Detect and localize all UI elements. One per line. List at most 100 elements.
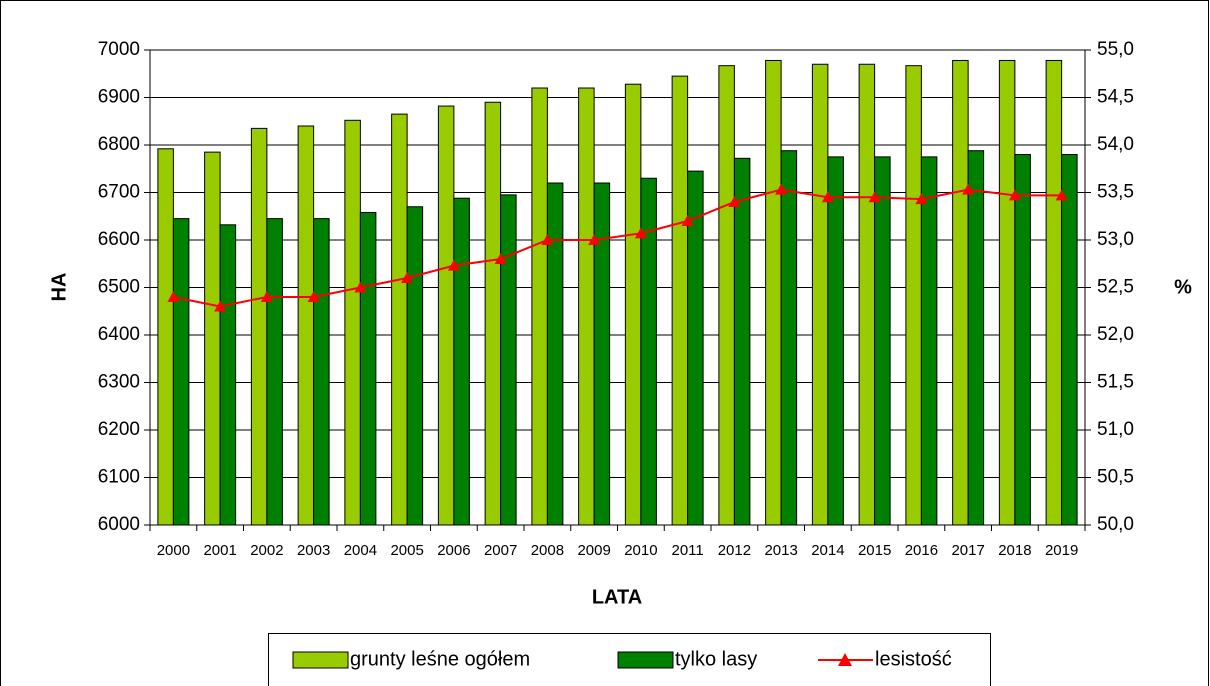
x-tick-label: 2007 (484, 542, 517, 559)
bar (531, 87, 548, 526)
bar (453, 197, 470, 526)
x-tick-label: 2015 (858, 542, 891, 559)
line-marker (588, 234, 601, 245)
bar (858, 63, 876, 526)
y-tick-label: 6900 (98, 87, 140, 108)
legend-swatch (292, 651, 349, 669)
x-tick-label: 2011 (671, 542, 703, 559)
y2-tick-label: 50,5 (1097, 467, 1134, 488)
line-marker (167, 291, 180, 302)
bar (172, 218, 190, 526)
bar (733, 157, 751, 526)
bar (297, 125, 315, 526)
y-tick-label: 6000 (98, 514, 140, 535)
legend-swatch (617, 651, 674, 669)
y-tick-label: 6800 (98, 134, 140, 155)
line-marker (541, 234, 554, 245)
line-marker (728, 196, 741, 207)
bar (250, 127, 268, 526)
bar (952, 59, 969, 526)
line-marker (401, 272, 414, 283)
x-tick-label: 2018 (998, 542, 1031, 559)
x-tick-label: 2009 (577, 542, 610, 559)
y-tick-label: 6600 (98, 229, 140, 250)
line-marker (681, 215, 694, 226)
x-tick-label: 2014 (811, 542, 844, 559)
legend-marker (838, 653, 852, 666)
bar (344, 119, 361, 526)
bar (998, 59, 1016, 526)
bar (624, 83, 642, 526)
y-tick-label: 6700 (98, 182, 140, 203)
y2-tick-label: 51,5 (1097, 372, 1134, 393)
x-tick-label: 2006 (437, 542, 470, 559)
x-tick-label: 2019 (1045, 542, 1078, 559)
x-axis-label: LATA (592, 586, 642, 608)
line-marker (214, 300, 227, 312)
y-tick-label: 6100 (98, 467, 140, 488)
y2-tick-label: 53,5 (1097, 182, 1134, 203)
bar (1061, 154, 1078, 526)
x-tick-label: 2012 (718, 542, 751, 559)
line-marker (962, 183, 975, 195)
bar (593, 182, 611, 526)
bar (391, 113, 408, 526)
line-marker (1008, 189, 1021, 201)
bar (546, 182, 564, 526)
line-marker (494, 253, 507, 264)
plot-border (149, 49, 1086, 526)
y2-tick-label: 51,0 (1097, 419, 1134, 440)
x-tick-label: 2003 (297, 542, 330, 559)
bar (204, 151, 221, 526)
y2-tick-label: 55,0 (1097, 39, 1134, 60)
x-tick-label: 2000 (157, 542, 190, 559)
bar (313, 218, 330, 526)
x-tick-label: 2001 (203, 542, 236, 559)
y2-tick-label: 52,0 (1097, 324, 1134, 345)
line-marker (915, 193, 928, 205)
legend-label: grunty leśne ogółem (350, 648, 530, 670)
bar (967, 150, 985, 526)
line-marker (354, 281, 367, 293)
x-tick-label: 2013 (764, 542, 797, 559)
x-tick-label: 2002 (250, 542, 283, 559)
bar (905, 65, 922, 526)
y2-tick-label: 50,0 (1097, 514, 1134, 535)
line (173, 188, 1062, 308)
bar (266, 218, 283, 526)
bar (874, 156, 891, 526)
bar (484, 101, 502, 526)
bar (157, 148, 174, 526)
x-tick-label: 2010 (624, 542, 657, 559)
line-marker (307, 291, 320, 302)
bar (219, 224, 237, 526)
line-marker (821, 191, 834, 203)
bar (1045, 59, 1063, 526)
y-tick-label: 6500 (98, 277, 140, 298)
line-marker (260, 291, 273, 302)
bar (578, 87, 595, 526)
bar (920, 156, 938, 526)
bar (500, 194, 517, 526)
line-marker (1055, 189, 1068, 201)
y-tick-label: 6200 (98, 419, 140, 440)
bar (437, 105, 455, 526)
y2-tick-label: 54,5 (1097, 87, 1134, 108)
x-tick-label: 2016 (905, 542, 938, 559)
y-axis-label: HA (48, 273, 70, 302)
legend-label: lesistość (875, 648, 952, 670)
line-marker (447, 259, 460, 271)
bar (827, 156, 844, 526)
bar (1014, 154, 1031, 526)
x-tick-label: 2017 (951, 542, 984, 559)
y2-axis-label: % (1174, 276, 1192, 298)
y2-tick-label: 54,0 (1097, 134, 1134, 155)
line-marker (775, 183, 788, 195)
line-marker (868, 191, 881, 203)
bar (671, 75, 689, 526)
bar (811, 63, 829, 526)
y2-tick-label: 52,5 (1097, 277, 1134, 298)
line-marker (634, 227, 647, 239)
y-tick-label: 7000 (98, 39, 140, 60)
